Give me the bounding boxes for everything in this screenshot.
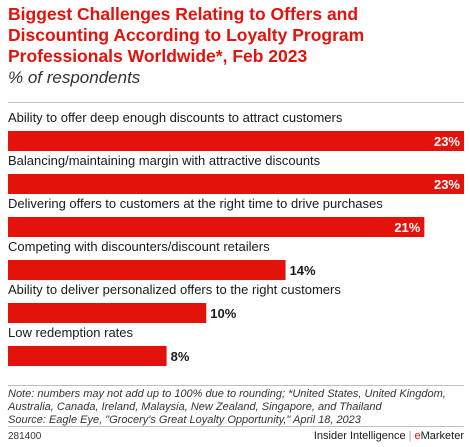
brand-separator: | — [408, 430, 412, 442]
chart-id: 281400 — [8, 431, 42, 442]
brand-e: e — [414, 430, 421, 442]
brand-logo: Insider Intelligence | eMarketer — [314, 430, 464, 442]
bar-value-label: 23% — [434, 134, 460, 149]
bar-value-label: 23% — [434, 177, 460, 192]
bar — [8, 131, 464, 151]
chart-note: Note: numbers may not add up to 100% due… — [8, 385, 464, 427]
bar — [8, 174, 464, 194]
top-divider — [8, 102, 464, 103]
bar-value-label: 14% — [290, 263, 316, 278]
source-text: Source: Eagle Eye, "Grocery's Great Loya… — [8, 414, 361, 426]
bar-value-label: 10% — [210, 306, 236, 321]
bar-label: Ability to deliver personalized offers t… — [8, 282, 341, 297]
bar — [8, 260, 286, 280]
bar-label: Balancing/maintaining margin with attrac… — [8, 153, 321, 168]
bar-value-label: 8% — [171, 349, 190, 364]
note-text: Note: numbers may not add up to 100% due… — [8, 388, 446, 413]
bar-label: Low redemption rates — [8, 325, 134, 340]
brand-rest: Marketer — [420, 430, 464, 442]
chart-title: Biggest Challenges Relating to Offers an… — [8, 4, 365, 66]
bar — [8, 346, 167, 366]
brand-primary: Insider Intelligence — [313, 430, 406, 442]
bar — [8, 217, 425, 237]
bar-chart: Ability to offer deep enough discounts t… — [8, 110, 464, 366]
bar-value-label: 21% — [394, 220, 420, 235]
bar — [8, 303, 207, 323]
bar-label: Competing with discounters/discount reta… — [8, 239, 270, 254]
bar-label: Ability to offer deep enough discounts t… — [8, 110, 343, 125]
bar-label: Delivering offers to customers at the ri… — [8, 196, 383, 211]
chart-subtitle: % of respondents — [8, 68, 141, 87]
footer-divider — [8, 426, 464, 427]
